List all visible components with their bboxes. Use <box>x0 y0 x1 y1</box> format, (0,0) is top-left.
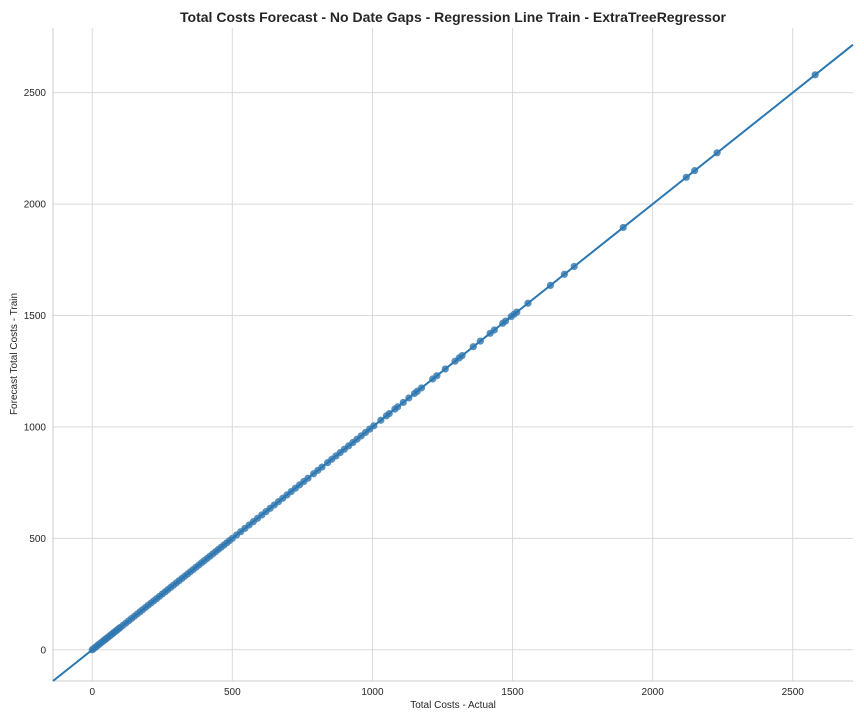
x-tick-label: 2500 <box>782 687 805 698</box>
y-tick-label: 0 <box>40 645 46 656</box>
y-axis-label: Forecast Total Costs - Train <box>9 293 20 415</box>
regression-line <box>52 43 854 682</box>
y-tick-labels: 0 500 1000 1500 2000 2500 <box>24 88 47 656</box>
chart-title: Total Costs Forecast - No Date Gaps - Re… <box>180 9 726 25</box>
y-tick-label: 500 <box>29 534 46 545</box>
y-tick-label: 1500 <box>24 311 47 322</box>
x-tick-labels: 0 500 1000 1500 2000 2500 <box>89 687 804 698</box>
y-tick-label: 1000 <box>24 422 47 433</box>
y-tick-label: 2000 <box>24 200 47 211</box>
x-axis-label: Total Costs - Actual <box>410 700 496 711</box>
x-tick-label: 1500 <box>501 687 524 698</box>
x-tick-label: 0 <box>89 687 95 698</box>
regression-line-group <box>52 43 854 682</box>
y-tick-label: 2500 <box>24 88 47 99</box>
axis-spines <box>52 28 853 682</box>
x-tick-label: 500 <box>224 687 241 698</box>
x-tick-label: 1000 <box>361 687 384 698</box>
grid <box>53 28 853 681</box>
x-tick-label: 2000 <box>642 687 665 698</box>
